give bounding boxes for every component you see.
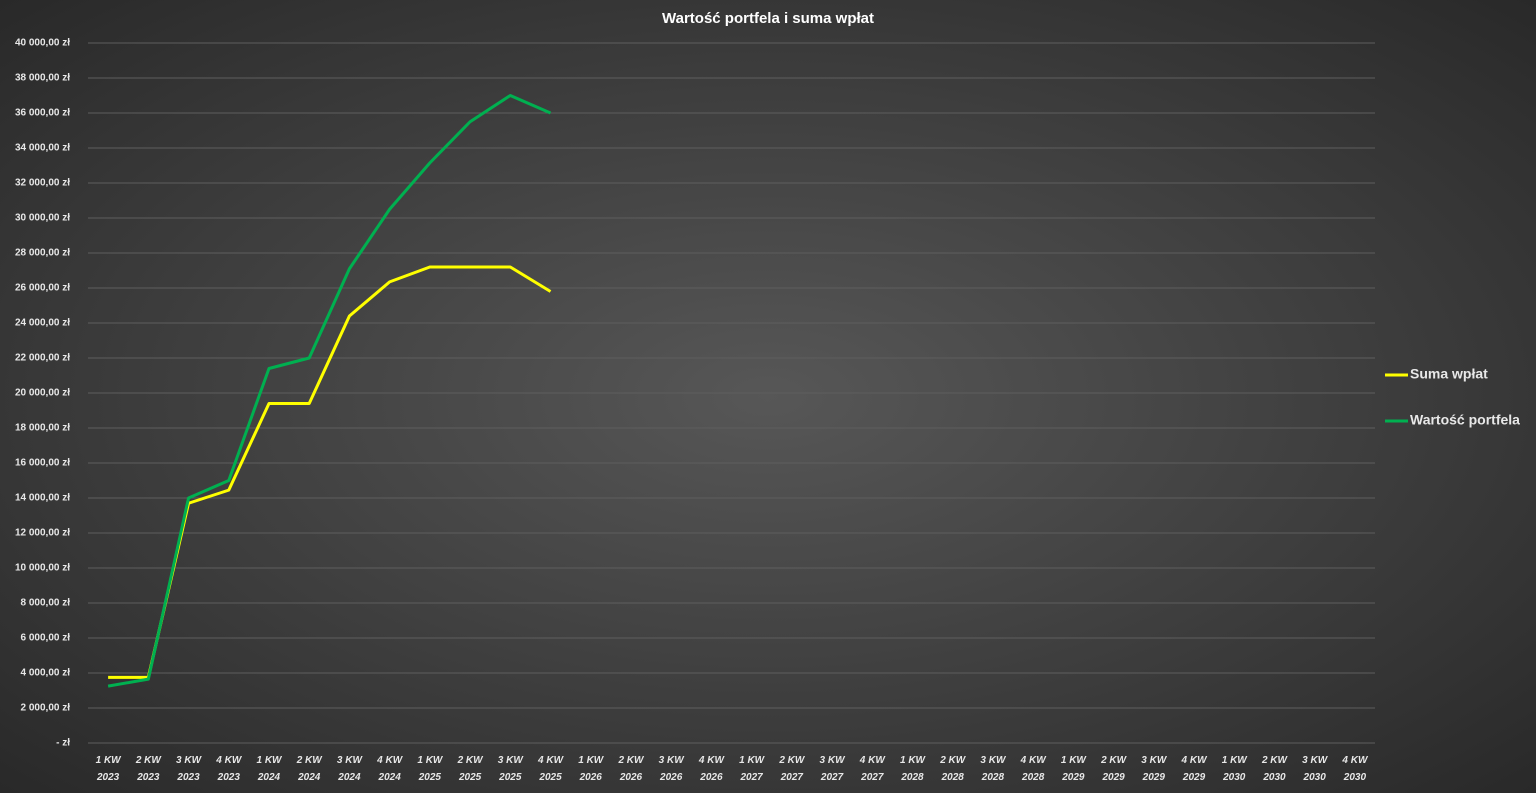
- x-tick-label: 4 KW 2030: [1341, 755, 1369, 783]
- x-tick-label: 3 KW 2024: [337, 755, 364, 783]
- y-tick-label: - zł: [56, 738, 70, 749]
- x-tick-label: 1 KW 2028: [900, 755, 927, 783]
- y-tick-label: 10 000,00 zł: [15, 563, 70, 574]
- y-tick-label: 22 000,00 zł: [15, 353, 70, 364]
- y-tick-label: 14 000,00 zł: [15, 493, 70, 504]
- y-tick-label: 36 000,00 zł: [15, 108, 70, 119]
- legend-label: Suma wpłat: [1410, 366, 1488, 382]
- y-tick-label: 20 000,00 zł: [15, 388, 70, 399]
- x-tick-label: 2 KW 2026: [617, 755, 645, 783]
- y-tick-label: 30 000,00 zł: [15, 213, 70, 224]
- y-tick-label: 4 000,00 zł: [21, 668, 71, 679]
- x-tick-label: 3 KW 2026: [659, 755, 686, 783]
- x-tick-label: 1 KW 2023: [96, 755, 123, 783]
- x-tick-label: 3 KW 2023: [176, 755, 203, 783]
- x-tick-label: 1 KW 2026: [578, 755, 605, 783]
- x-tick-label: 4 KW 2029: [1181, 755, 1209, 783]
- y-tick-label: 12 000,00 zł: [15, 528, 70, 539]
- x-tick-label: 1 KW 2024: [256, 755, 283, 783]
- y-tick-label: 8 000,00 zł: [21, 598, 71, 609]
- y-tick-label: 38 000,00 zł: [15, 73, 70, 84]
- y-tick-label: 6 000,00 zł: [21, 633, 71, 644]
- x-tick-label: 2 KW 2027: [778, 755, 806, 783]
- x-tick-label: 1 KW 2027: [739, 755, 766, 783]
- x-tick-label: 3 KW 2027: [820, 755, 847, 783]
- x-tick-label: 2 KW 2024: [296, 755, 324, 783]
- x-tick-label: 2 KW 2028: [939, 755, 967, 783]
- x-tick-label: 4 KW 2028: [1020, 755, 1048, 783]
- x-tick-label: 1 KW 2029: [1061, 755, 1088, 783]
- y-tick-label: 34 000,00 zł: [15, 143, 70, 154]
- x-tick-label: 1 KW 2025: [417, 755, 444, 783]
- y-tick-label: 24 000,00 zł: [15, 318, 70, 329]
- series-line: [107, 94, 552, 688]
- y-tick-label: 26 000,00 zł: [15, 283, 70, 294]
- x-tick-label: 4 KW 2027: [859, 755, 887, 783]
- y-tick-label: 40 000,00 zł: [15, 38, 70, 49]
- x-tick-label: 3 KW 2030: [1302, 755, 1329, 783]
- x-tick-label: 3 KW 2029: [1141, 755, 1168, 783]
- x-tick-label: 2 KW 2029: [1100, 755, 1128, 783]
- x-tick-label: 3 KW 2025: [498, 755, 525, 783]
- x-tick-label: 2 KW 2023: [135, 755, 163, 783]
- x-tick-label: 2 KW 2025: [457, 755, 485, 783]
- x-tick-label: 4 KW 2024: [376, 755, 404, 783]
- legend-label: Wartość portfela: [1410, 412, 1520, 428]
- y-tick-label: 2 000,00 zł: [21, 703, 71, 714]
- x-tick-label: 4 KW 2026: [698, 755, 726, 783]
- x-tick-label: 1 KW 2030: [1222, 755, 1249, 783]
- y-tick-label: 32 000,00 zł: [15, 178, 70, 189]
- y-tick-label: 18 000,00 zł: [15, 423, 70, 434]
- x-tick-label: 3 KW 2028: [980, 755, 1007, 783]
- x-tick-label: 4 KW 2023: [215, 755, 243, 783]
- y-tick-label: 16 000,00 zł: [15, 458, 70, 469]
- y-tick-label: 28 000,00 zł: [15, 248, 70, 259]
- x-tick-label: 4 KW 2025: [537, 755, 565, 783]
- chart-title: Wartość portfela i suma wpłat: [662, 10, 874, 27]
- x-tick-label: 2 KW 2030: [1261, 755, 1289, 783]
